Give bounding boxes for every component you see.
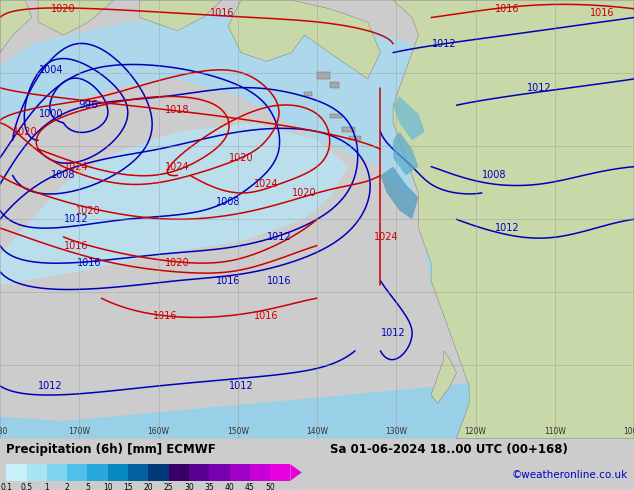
Text: 1012: 1012 (495, 223, 519, 233)
Text: 1020: 1020 (292, 188, 316, 198)
Text: 35: 35 (204, 483, 214, 490)
Text: 1012: 1012 (432, 39, 456, 49)
Text: 1008: 1008 (51, 171, 75, 180)
Bar (108, 465, 128, 481)
Text: 45: 45 (245, 483, 255, 490)
Text: 1: 1 (44, 483, 49, 490)
Text: 1016: 1016 (590, 8, 614, 18)
Bar (67, 465, 87, 481)
Text: 1024: 1024 (254, 179, 278, 189)
Text: 130W: 130W (385, 427, 407, 437)
Text: 1016: 1016 (495, 4, 519, 14)
Text: 120W: 120W (465, 427, 486, 437)
Text: 20: 20 (143, 483, 153, 490)
Text: 5: 5 (85, 483, 90, 490)
Text: 1016: 1016 (216, 276, 240, 286)
Text: 1000: 1000 (39, 109, 63, 119)
Bar (270, 465, 290, 481)
Text: 1012: 1012 (267, 232, 291, 242)
Text: 150W: 150W (227, 427, 249, 437)
Polygon shape (380, 167, 418, 220)
Text: 1018: 1018 (165, 105, 190, 115)
Text: 1016: 1016 (64, 241, 88, 250)
Text: 996: 996 (79, 100, 99, 110)
Polygon shape (304, 92, 312, 97)
Polygon shape (393, 0, 634, 439)
Polygon shape (290, 465, 302, 481)
Text: 1024: 1024 (165, 162, 190, 172)
Polygon shape (330, 114, 342, 119)
Polygon shape (393, 132, 418, 175)
Bar (148, 465, 169, 481)
Polygon shape (349, 136, 361, 140)
Text: 0.1: 0.1 (1, 483, 12, 490)
Text: 10: 10 (103, 483, 113, 490)
Bar (209, 465, 230, 481)
Text: 50: 50 (265, 483, 275, 490)
Polygon shape (0, 9, 412, 197)
Text: 15: 15 (123, 483, 133, 490)
Bar (189, 465, 209, 481)
Polygon shape (0, 123, 349, 285)
Bar (169, 465, 189, 481)
Polygon shape (0, 360, 634, 439)
Text: Sa 01-06-2024 18..00 UTC (00+168): Sa 01-06-2024 18..00 UTC (00+168) (330, 442, 567, 456)
Text: ©weatheronline.co.uk: ©weatheronline.co.uk (512, 470, 628, 480)
Text: 1020: 1020 (13, 126, 37, 137)
Polygon shape (393, 97, 425, 140)
Polygon shape (38, 0, 114, 35)
Polygon shape (431, 351, 456, 403)
Polygon shape (228, 0, 380, 79)
Text: 1012: 1012 (229, 381, 253, 391)
Text: 1016: 1016 (153, 311, 177, 321)
Text: 1020: 1020 (77, 205, 101, 216)
Text: 1012: 1012 (381, 328, 405, 338)
Text: 1020: 1020 (165, 258, 190, 268)
Polygon shape (0, 0, 32, 52)
Text: 1012: 1012 (527, 83, 551, 93)
Text: 140W: 140W (306, 427, 328, 437)
Text: 160W: 160W (148, 427, 169, 437)
Text: 1016: 1016 (254, 311, 278, 321)
Bar (87, 465, 108, 481)
Text: 1012: 1012 (64, 214, 88, 224)
Text: 1012: 1012 (39, 381, 63, 391)
Bar (6, 465, 27, 481)
Text: 1024: 1024 (375, 232, 399, 242)
Polygon shape (139, 0, 222, 31)
Text: Precipitation (6h) [mm] ECMWF: Precipitation (6h) [mm] ECMWF (6, 442, 216, 456)
Text: 1016: 1016 (267, 276, 291, 286)
Text: 1016: 1016 (210, 8, 234, 18)
Text: 1008: 1008 (482, 171, 507, 180)
Text: 25: 25 (164, 483, 174, 490)
Text: 1016: 1016 (77, 258, 101, 268)
Bar (128, 465, 148, 481)
Text: 0.5: 0.5 (20, 483, 33, 490)
Bar (47, 465, 67, 481)
Polygon shape (330, 82, 339, 88)
Text: 1020: 1020 (229, 153, 253, 163)
Text: 30: 30 (184, 483, 194, 490)
Polygon shape (317, 73, 330, 79)
Text: 1004: 1004 (39, 65, 63, 75)
Polygon shape (425, 175, 558, 360)
Text: 1024: 1024 (64, 162, 88, 172)
Text: 180: 180 (0, 427, 7, 437)
Text: 170W: 170W (68, 427, 90, 437)
Text: 2: 2 (65, 483, 70, 490)
Bar (27, 465, 47, 481)
Bar (230, 465, 250, 481)
Text: 100W: 100W (623, 427, 634, 437)
Bar (250, 465, 270, 481)
Text: 1008: 1008 (216, 196, 240, 207)
Polygon shape (342, 127, 355, 132)
Text: 1020: 1020 (51, 4, 75, 14)
Text: 40: 40 (224, 483, 235, 490)
Text: 110W: 110W (544, 427, 566, 437)
